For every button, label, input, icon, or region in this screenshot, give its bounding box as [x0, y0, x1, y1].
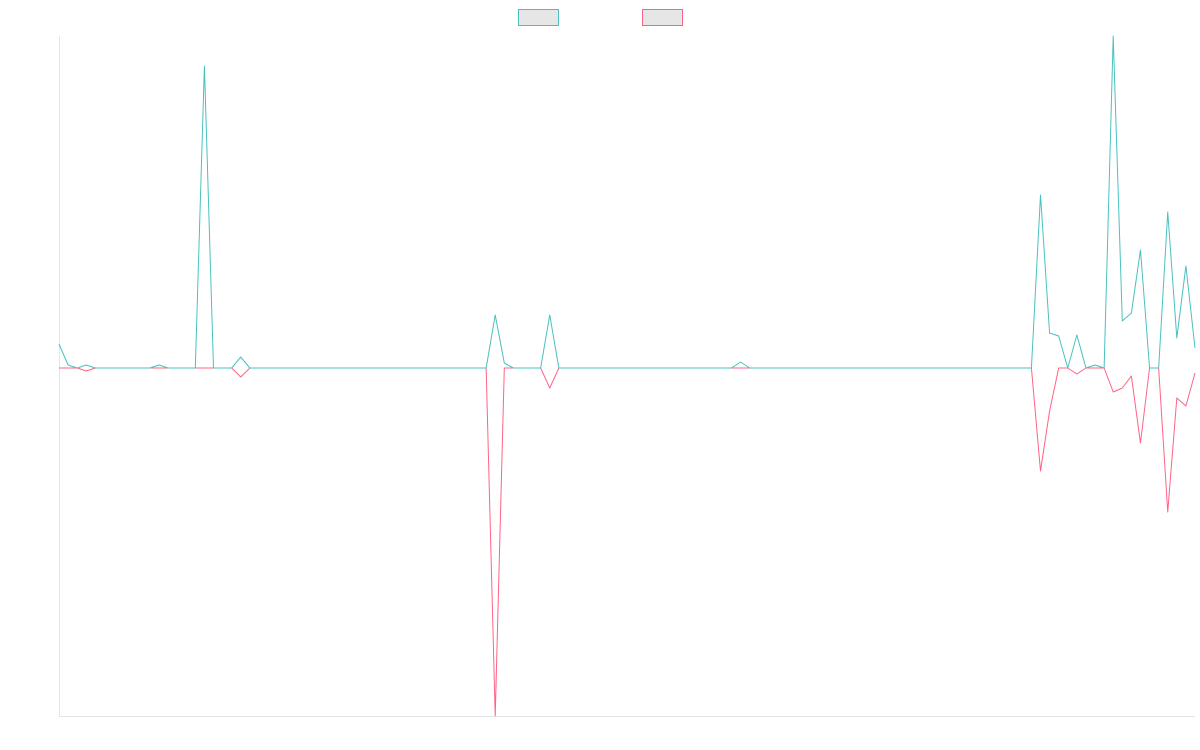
legend-swatch: [518, 9, 559, 26]
line-series: [59, 367, 1196, 717]
line-series: [58, 35, 1196, 369]
legend-swatch: [642, 9, 683, 26]
